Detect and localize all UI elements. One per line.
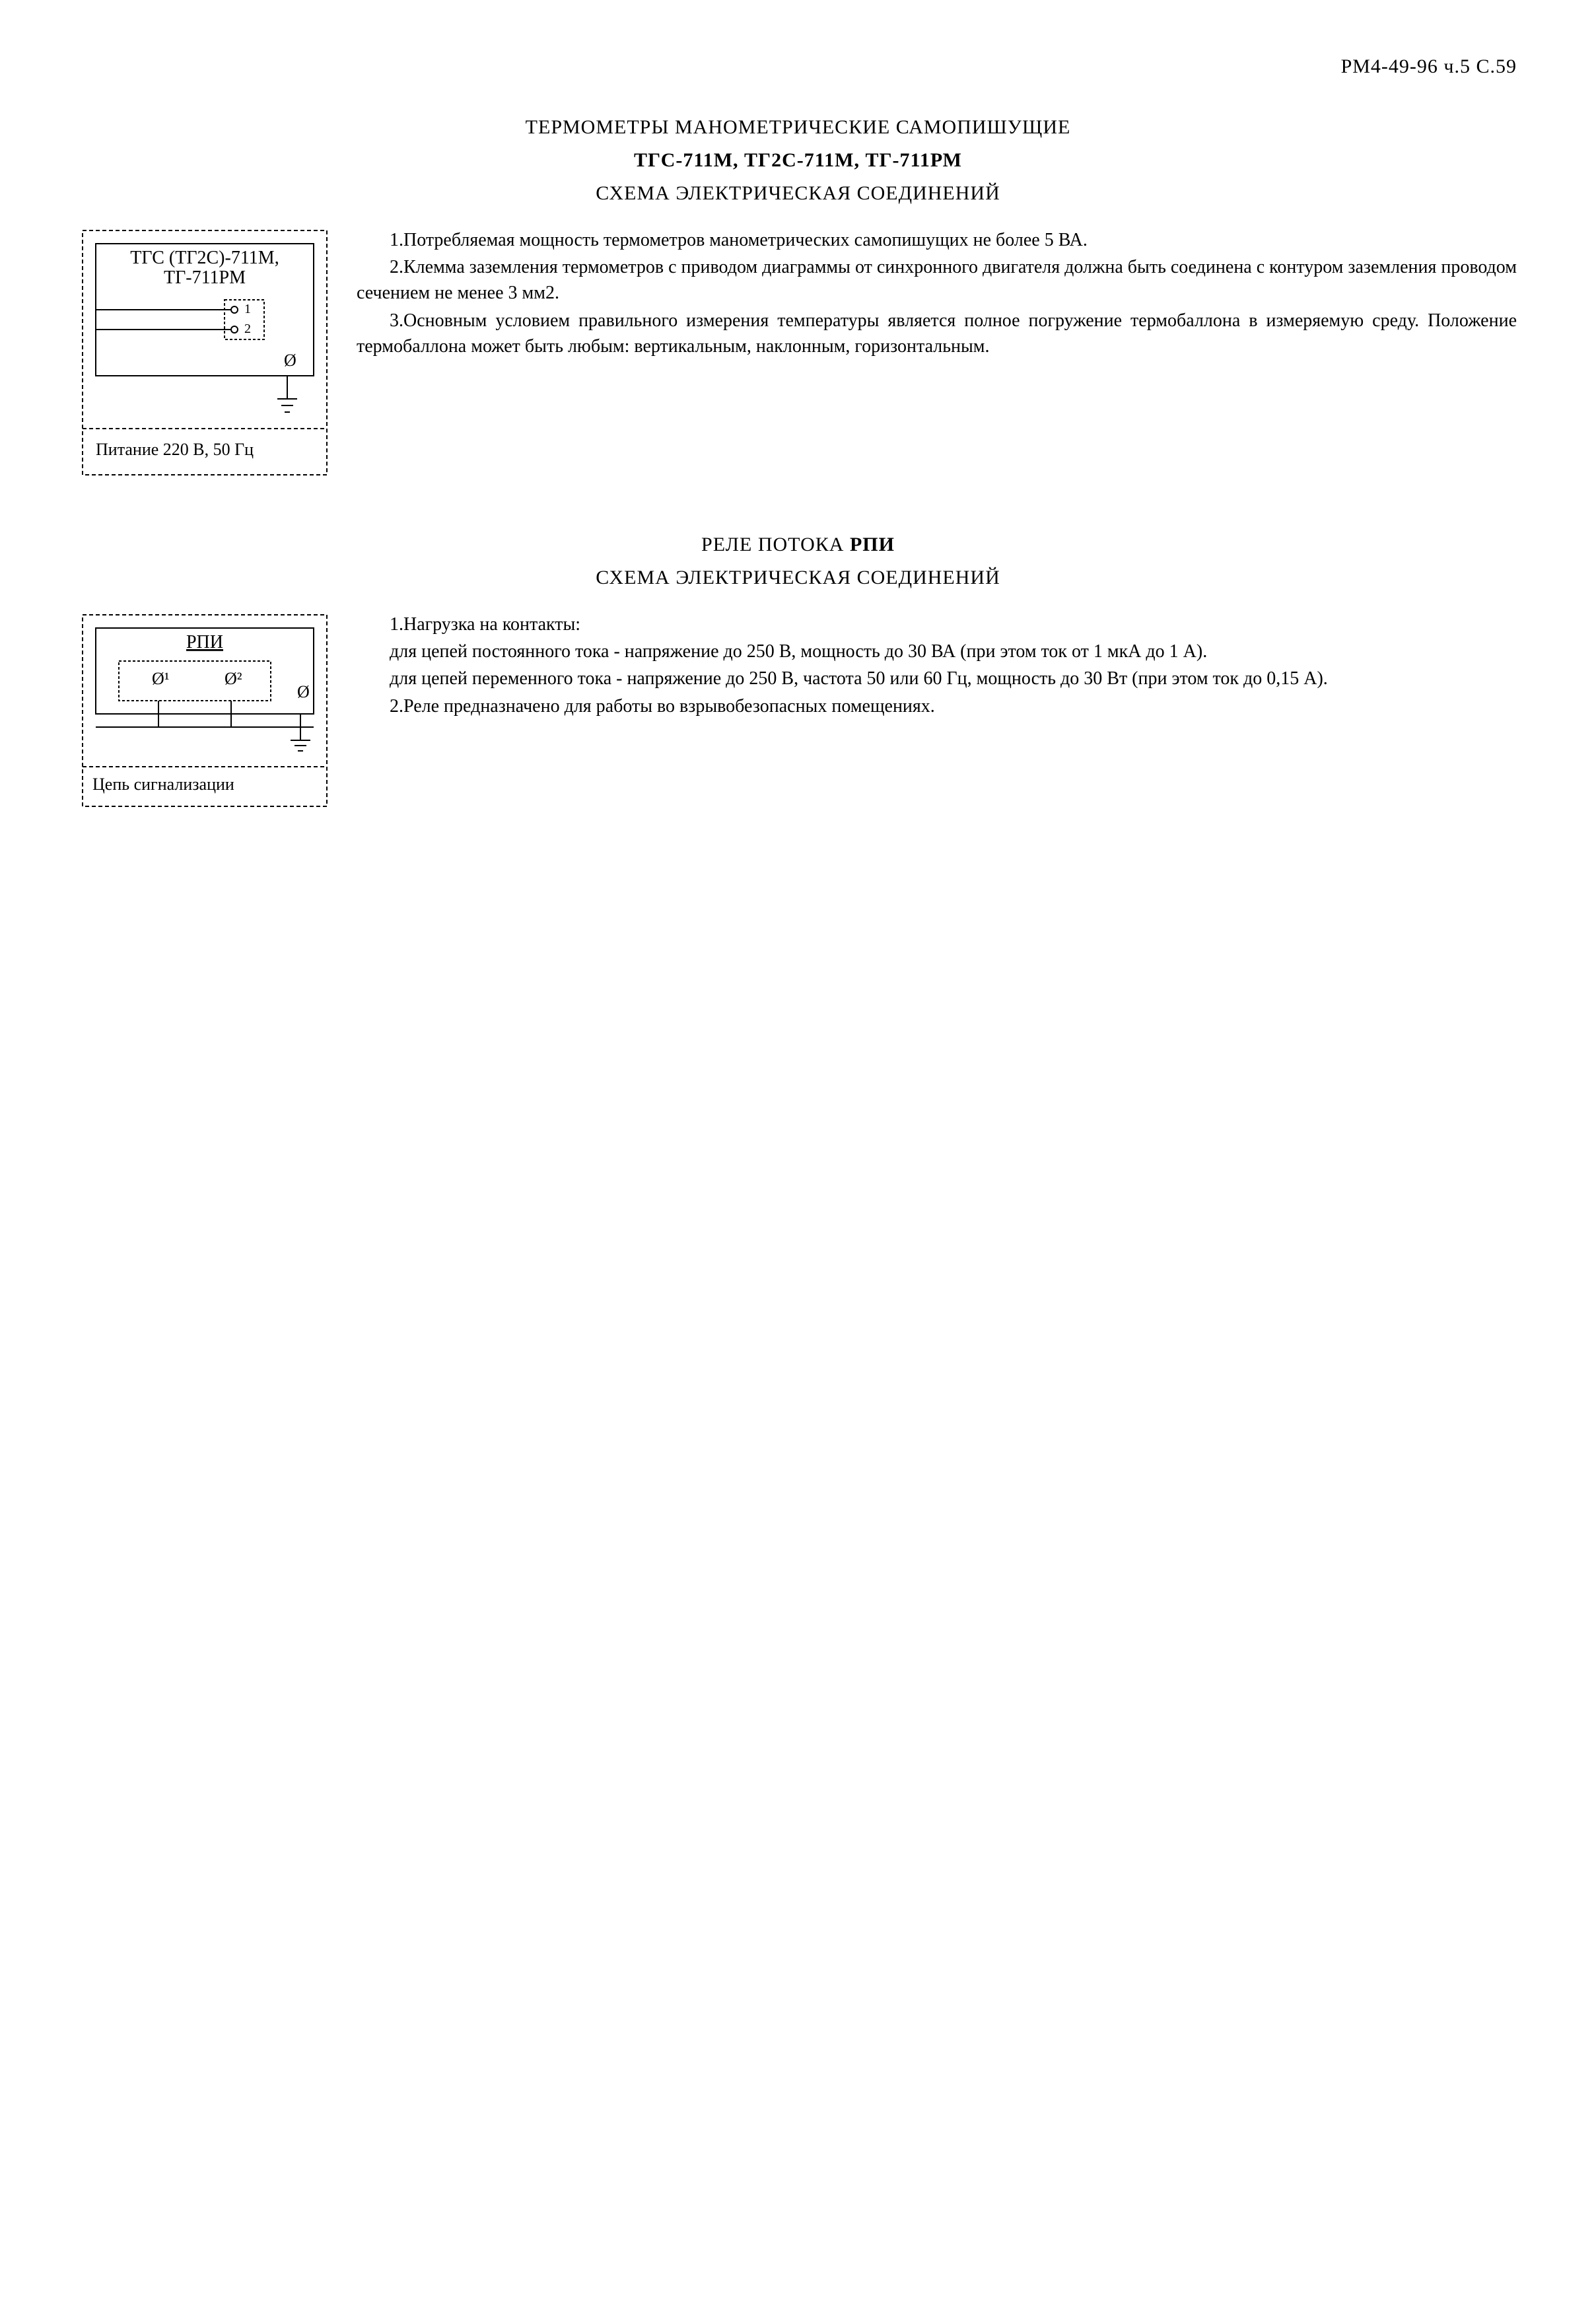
diagram2-terminal2: Ø² [225, 669, 242, 688]
section1-para2: 2.Клемма заземления термометров с привод… [357, 254, 1517, 306]
section2-para1: 1.Нагрузка на контакты: [357, 612, 1517, 637]
section1-para1: 1.Потребляемая мощность термометров мано… [357, 227, 1517, 253]
section2-para4: 2.Реле предназначено для работы во взрыв… [357, 693, 1517, 719]
section1-diagram-column: ТГС (ТГ2С)-711М, ТГ-711РМ 1 2 Ø [79, 227, 330, 478]
diagram1-terminal1: 1 [244, 302, 251, 316]
section1-text: 1.Потребляемая мощность термометров мано… [357, 227, 1517, 361]
section2-para2: для цепей постоянного тока - напряжение … [357, 639, 1517, 664]
section2-content: РПИ Ø¹ Ø² Ø Цепь сигнализации [79, 612, 1517, 810]
page-reference: РМ4-49-96 ч.5 С.59 [79, 53, 1517, 81]
diagram1-footer: Питание 220 В, 50 Гц [96, 440, 254, 459]
diagram2-ground: Ø [297, 682, 310, 701]
section1-title: ТЕРМОМЕТРЫ МАНОМЕТРИЧЕСКИЕ САМОПИШУЩИЕ [79, 114, 1517, 141]
section-2: РЕЛЕ ПОТОКА РПИ СХЕМА ЭЛЕКТРИЧЕСКАЯ СОЕД… [79, 531, 1517, 810]
section2-title-bold: РПИ [850, 534, 895, 555]
diagram2-terminal1: Ø¹ [152, 669, 170, 688]
section2-title-prefix: РЕЛЕ ПОТОКА [701, 534, 850, 555]
diagram1-terminal2: 2 [244, 322, 251, 336]
diagram1-label1: ТГС (ТГ2С)-711М, [130, 248, 279, 268]
section2-para3: для цепей переменного тока - напряжение … [357, 666, 1517, 691]
diagram1-label2: ТГ-711РМ [164, 267, 246, 288]
diagram2-footer: Цепь сигнализации [92, 775, 234, 794]
section2-title: РЕЛЕ ПОТОКА РПИ [79, 531, 1517, 559]
section2-text: 1.Нагрузка на контакты: для цепей постоя… [357, 612, 1517, 720]
section-1: ТЕРМОМЕТРЫ МАНОМЕТРИЧЕСКИЕ САМОПИШУЩИЕ Т… [79, 114, 1517, 478]
diagram2-label: РПИ [186, 632, 223, 652]
section1-subtitle: СХЕМА ЭЛЕКТРИЧЕСКАЯ СОЕДИНЕНИЙ [79, 180, 1517, 207]
section1-diagram: ТГС (ТГ2С)-711М, ТГ-711РМ 1 2 Ø [79, 227, 330, 478]
section2-diagram-column: РПИ Ø¹ Ø² Ø Цепь сигнализации [79, 612, 330, 810]
section1-para3: 3.Основным условием правильного измерени… [357, 308, 1517, 359]
section2-diagram: РПИ Ø¹ Ø² Ø Цепь сигнализации [79, 612, 330, 810]
section1-content: ТГС (ТГ2С)-711М, ТГ-711РМ 1 2 Ø [79, 227, 1517, 478]
diagram1-ground: Ø [284, 351, 296, 370]
section2-subtitle: СХЕМА ЭЛЕКТРИЧЕСКАЯ СОЕДИНЕНИЙ [79, 564, 1517, 592]
section1-models: ТГС-711М, ТГ2С-711М, ТГ-711РМ [79, 147, 1517, 174]
